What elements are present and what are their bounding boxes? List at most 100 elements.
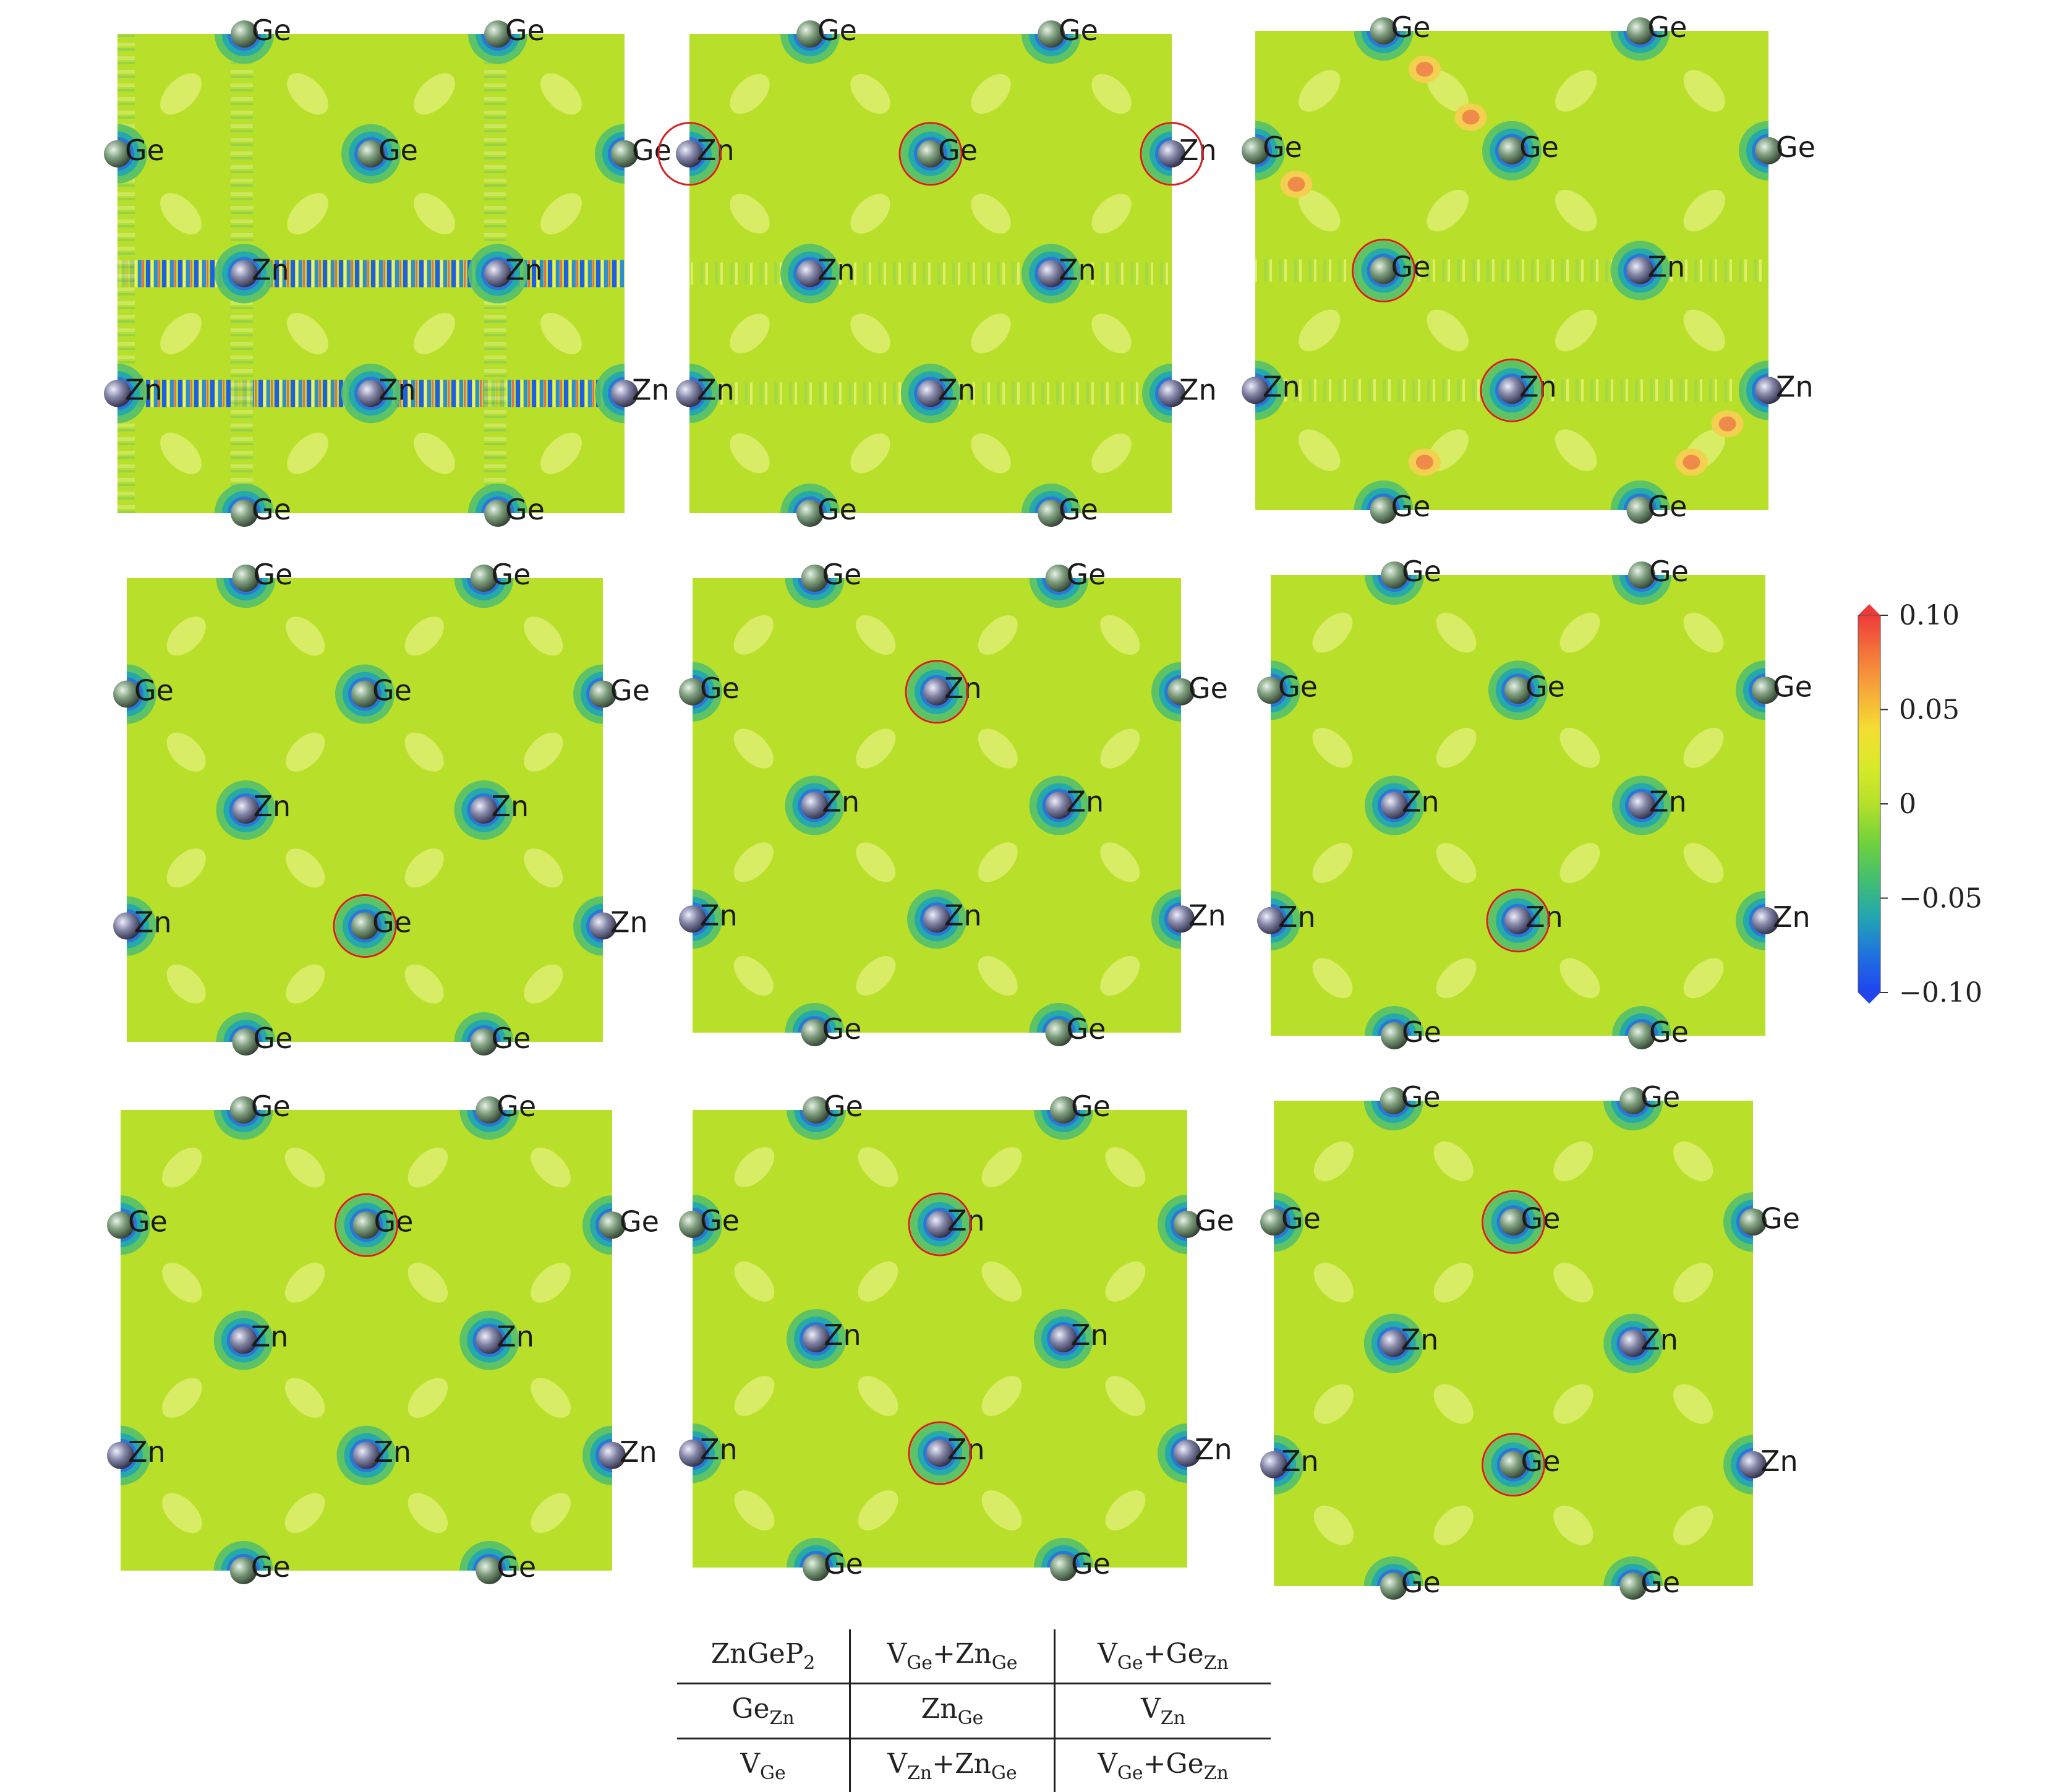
zn-atom-label: Zn	[1067, 785, 1104, 819]
zn-atom-label: Zn	[1760, 1444, 1798, 1478]
density-lobe	[1553, 1141, 1593, 1182]
density-lobe	[978, 615, 1018, 655]
ge-atom-label: Ge	[1648, 11, 1687, 44]
ge-atom	[679, 678, 706, 706]
density-lobe	[1299, 70, 1341, 112]
colorbar-tick-label: 0.05	[1899, 694, 1960, 726]
density-lobe	[1312, 612, 1353, 653]
zn-atom	[679, 1440, 706, 1467]
ge-atom-label: Ge	[824, 1090, 863, 1123]
ge-atom	[1381, 1022, 1408, 1049]
density-lobe	[287, 432, 328, 474]
density-lobe	[1559, 843, 1600, 884]
density-lobe	[1313, 1263, 1354, 1303]
density-lobe	[1436, 612, 1477, 653]
density-lobe	[284, 1378, 325, 1418]
zn-atom	[229, 1326, 257, 1354]
zn-atom	[917, 380, 944, 407]
panel-background	[121, 1110, 612, 1571]
ge-atom	[352, 1211, 380, 1239]
density-lobe	[1313, 1141, 1354, 1182]
zn-atom-label: Zn	[505, 254, 543, 287]
density-lobe	[1105, 1147, 1146, 1187]
density-lobe	[286, 732, 325, 772]
density-lobe	[166, 617, 206, 656]
density-lobe	[414, 193, 455, 234]
zn-atom	[1242, 377, 1269, 404]
ge-atom-label: Ge	[492, 558, 531, 591]
zn-atom	[801, 791, 829, 819]
density-lobe	[1683, 958, 1724, 999]
density-lobe	[1673, 1141, 1713, 1182]
ge-atom	[1626, 17, 1654, 45]
ge-atom-label: Ge	[1263, 130, 1302, 164]
ge-atom	[1242, 137, 1269, 164]
ge-atom	[1038, 500, 1065, 527]
zn-atom	[1174, 1440, 1201, 1467]
zn-atom-label: Zn	[1640, 1323, 1678, 1357]
density-lobe	[407, 1263, 448, 1303]
density-lobe	[1553, 1384, 1593, 1424]
legend-cell: VGe+GeZn	[1054, 1629, 1271, 1684]
legend-cell: ZnGeP2	[710, 1638, 816, 1674]
ge-atom-label: Ge	[1402, 555, 1441, 588]
density-lobe	[734, 1261, 775, 1302]
ge-atom-label: Ge	[1071, 1090, 1111, 1123]
zn-atom	[232, 796, 260, 824]
zn-atom	[926, 1211, 953, 1238]
density-lobe	[1312, 727, 1353, 768]
panel-background	[1274, 1101, 1753, 1586]
ge-atom-label: Ge	[1648, 490, 1687, 523]
legend-cell: VZn	[1054, 1682, 1271, 1739]
zn-atom	[926, 1440, 953, 1467]
colorbar-tick-label: 0	[1899, 788, 1916, 820]
legend-cell: GeZn	[677, 1682, 850, 1739]
zn-atom	[1257, 907, 1284, 934]
zn-atom	[803, 1325, 830, 1352]
oscillation-stripe	[689, 262, 1172, 285]
zn-atom	[1504, 907, 1532, 934]
oscillation-stripe	[117, 34, 135, 513]
ge-atom	[104, 140, 131, 168]
zn-atom	[352, 1441, 380, 1469]
density-lobe	[978, 956, 1018, 996]
zn-atom	[1158, 380, 1185, 407]
ge-atom-label: Ge	[620, 1205, 659, 1238]
zn-atom-label: Zn	[1179, 373, 1217, 406]
ge-atom	[796, 20, 824, 48]
density-lobe	[1673, 1505, 1713, 1545]
ge-atom-label: Ge	[610, 674, 650, 707]
ge-atom	[232, 1028, 260, 1056]
defect-circle	[908, 1192, 972, 1257]
oscillation-stripe	[1255, 259, 1768, 282]
density-lobe	[971, 74, 1011, 114]
ge-atom-label: Ge	[251, 1090, 291, 1123]
panel-legend-table: ZnGeP2 VGe+ZnGe VGe+GeZn GeZn ZnGe VZn VGe VZn+…	[677, 1629, 1271, 1792]
ge-atom	[351, 680, 378, 708]
density-lobe	[1433, 1384, 1474, 1424]
density-lobe	[1100, 615, 1140, 655]
zn-atom-label: Zn	[1401, 1323, 1439, 1357]
zn-atom	[1045, 791, 1073, 819]
defect-circle	[1482, 1433, 1545, 1497]
zn-atom-label: Zn	[610, 906, 648, 939]
density-lobe	[404, 848, 444, 888]
density-lobe	[1553, 1263, 1593, 1303]
ge-atom-label: Ge	[252, 14, 291, 47]
density-lobe	[1100, 842, 1140, 882]
zn-atom-label: Zn	[497, 1320, 534, 1354]
density-lobe	[524, 617, 563, 656]
ge-atom	[357, 140, 385, 168]
ge-atom	[231, 500, 258, 527]
density-lobe	[971, 433, 1011, 474]
zn-atom	[1050, 1325, 1077, 1352]
ge-atom	[1167, 678, 1195, 706]
ge-atom	[1370, 257, 1397, 284]
density-lobe	[1427, 309, 1469, 352]
ge-atom	[470, 565, 498, 592]
density-lobe	[1313, 1505, 1354, 1545]
defect-circle	[908, 1421, 972, 1485]
ge-atom-label: Ge	[1401, 1080, 1441, 1114]
